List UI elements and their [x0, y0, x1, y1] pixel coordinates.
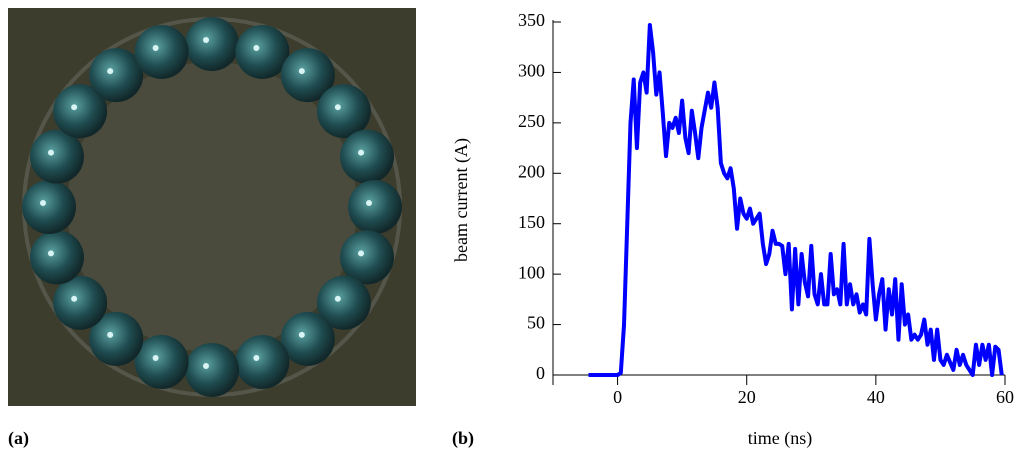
bead-glint — [253, 355, 260, 362]
bead-glint — [358, 250, 365, 257]
bead-glint — [334, 104, 341, 111]
bead — [340, 230, 395, 285]
data-line — [588, 23, 1004, 377]
bead-glint — [107, 68, 114, 75]
bead-glint — [334, 295, 341, 302]
bead-glint — [152, 44, 159, 51]
x-axis-label: time (ns) — [748, 428, 813, 449]
bead — [316, 275, 371, 330]
bead — [316, 84, 371, 139]
bead-glint — [358, 149, 365, 156]
bead — [134, 24, 189, 79]
y-tick-label: 100 — [518, 262, 545, 282]
bead-glint — [71, 104, 78, 111]
y-tick-label: 250 — [518, 111, 545, 131]
bead-glint — [253, 44, 260, 51]
bead — [235, 335, 290, 390]
panel-label: (a) — [8, 428, 29, 449]
bead — [340, 129, 395, 184]
panel-label: (b) — [452, 428, 474, 449]
bead — [280, 48, 335, 103]
bead — [53, 275, 108, 330]
x-tick-label: 20 — [738, 387, 756, 407]
bead — [53, 84, 108, 139]
photo — [8, 8, 416, 406]
y-tick-label: 200 — [518, 161, 545, 181]
disk — [67, 62, 357, 352]
bead-glint — [47, 250, 54, 257]
bead — [134, 335, 189, 390]
bead — [348, 180, 402, 234]
x-tick-label: 0 — [613, 387, 622, 407]
bead-glint — [47, 149, 54, 156]
y-axis-label: beam current (A) — [451, 138, 472, 262]
bead-glint — [71, 295, 78, 302]
bead — [185, 343, 239, 397]
bead — [22, 180, 76, 234]
y-tick-label: 300 — [518, 61, 545, 81]
bead-glint — [203, 37, 209, 43]
bead-glint — [107, 331, 114, 338]
bead — [280, 311, 335, 366]
y-tick-label: 0 — [536, 363, 545, 383]
bead — [235, 24, 290, 79]
bead-glint — [203, 363, 209, 369]
x-tick-label: 40 — [867, 387, 885, 407]
bead-glint — [366, 200, 372, 206]
bead — [29, 129, 84, 184]
x-tick-label: 60 — [996, 387, 1014, 407]
bead — [29, 230, 84, 285]
bead — [89, 48, 144, 103]
bead-glint — [298, 331, 305, 338]
y-tick-label: 350 — [518, 10, 545, 30]
y-tick-label: 50 — [527, 313, 545, 333]
bead — [89, 311, 144, 366]
bead-glint — [40, 200, 46, 206]
bead-glint — [298, 68, 305, 75]
bead-glint — [152, 355, 159, 362]
y-tick-label: 150 — [518, 212, 545, 232]
bead — [185, 17, 239, 71]
